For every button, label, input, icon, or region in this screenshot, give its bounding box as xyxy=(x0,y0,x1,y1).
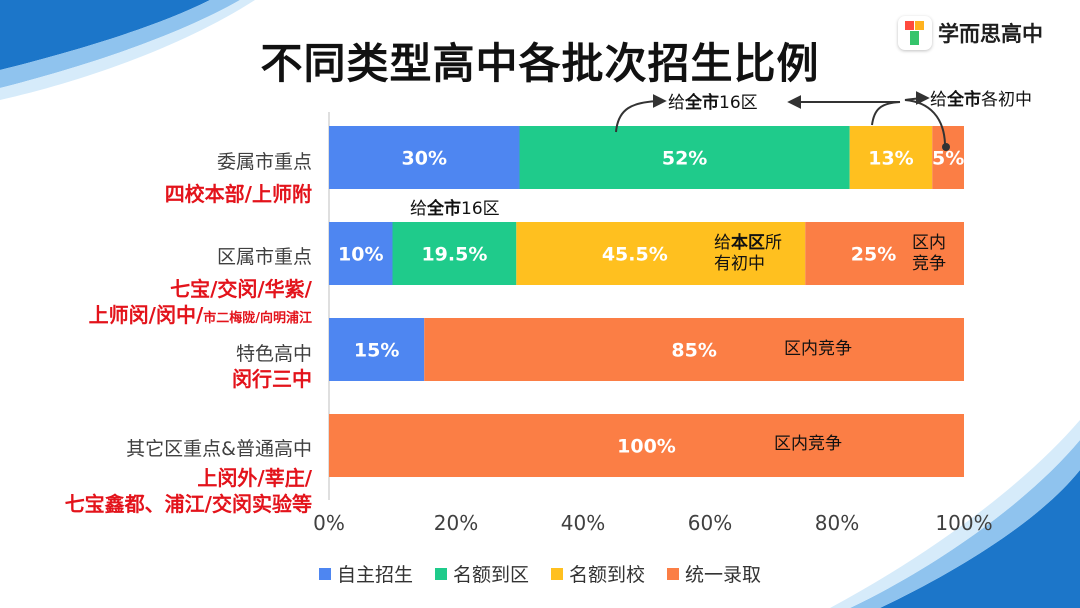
data-label: 10% xyxy=(338,244,383,266)
bar-segment xyxy=(329,414,964,477)
arrow-to-districts xyxy=(787,95,901,126)
data-label: 30% xyxy=(402,148,447,170)
arrow-left xyxy=(615,94,667,133)
bar-segment xyxy=(519,126,850,189)
data-label: 19.5% xyxy=(421,244,487,266)
legend-swatch xyxy=(318,567,331,580)
school-list-small: 市二梅陇/向明浦江 xyxy=(203,311,312,326)
legend-item: 名额到校 xyxy=(551,560,645,587)
annotation-intra-district: 区内 竞争 xyxy=(912,233,946,274)
category-label: 特色高中 xyxy=(235,343,312,365)
school-list: 七宝/交闵/华紫/ 上师闵/闵中/市二梅陇/向明浦江 xyxy=(89,276,312,332)
x-tick-label: 0% xyxy=(313,511,345,535)
legend-swatch xyxy=(551,567,563,580)
bar-segment xyxy=(329,222,393,285)
x-tick-label: 40% xyxy=(561,511,605,535)
legend-item: 自主招生 xyxy=(318,560,413,587)
bar-segment xyxy=(424,318,964,381)
data-label: 45.5% xyxy=(602,244,668,266)
arrow-dot xyxy=(942,143,950,151)
school-list-line: 闵行三中 xyxy=(232,367,312,391)
annotation-intra-district: 区内竞争 xyxy=(784,339,852,359)
legend-item: 统一录取 xyxy=(667,560,761,587)
brand-logo: 学而思高中 xyxy=(898,14,1070,52)
school-list-line: 上师闵/闵中/ xyxy=(88,303,204,327)
data-label: 100% xyxy=(617,436,676,458)
category-label: 委属市重点 xyxy=(216,151,312,173)
arrow-to-schools xyxy=(904,91,946,145)
data-label: 13% xyxy=(868,148,913,170)
data-label: 15% xyxy=(354,340,399,362)
school-list-line: 七宝鑫都、浦江/交闵实验等 xyxy=(64,492,312,516)
bar-segment xyxy=(329,126,520,189)
annotation-citywide-districts: 给全市16区 xyxy=(668,93,758,113)
category-label: 其它区重点&普通高中 xyxy=(126,438,312,460)
school-list: 四校本部/上师附 xyxy=(165,181,312,207)
x-tick-label: 100% xyxy=(935,511,992,535)
category-label: 区属市重点 xyxy=(216,246,312,268)
school-list-line: 四校本部/上师附 xyxy=(164,182,312,206)
page-title: 不同类型高中各批次招生比例 xyxy=(260,39,820,88)
bar-segment xyxy=(932,126,964,189)
bar-segment xyxy=(849,126,933,189)
school-list-line: 七宝/交闵/华紫/ xyxy=(170,277,312,301)
chart-legend: 自主招生 名额到区 名额到校 统一录取 xyxy=(0,560,1080,587)
bar-segment xyxy=(329,318,425,381)
legend-swatch xyxy=(667,567,680,580)
legend-swatch xyxy=(434,567,447,580)
x-tick-label: 60% xyxy=(688,511,732,535)
annotation-citywide-schools: 给全市各初中 xyxy=(930,90,1032,110)
bar-segment xyxy=(805,222,964,285)
bar-segment xyxy=(516,222,806,285)
data-label: 52% xyxy=(662,148,707,170)
legend-item: 名额到区 xyxy=(434,560,529,587)
bar-segment xyxy=(392,222,517,285)
annotation-citywide-districts-2: 给全市16区 xyxy=(410,199,500,219)
school-list-line: 上闵外/莘庄/ xyxy=(197,466,312,490)
school-list: 上闵外/莘庄/ 七宝鑫都、浦江/交闵实验等 xyxy=(65,465,312,517)
data-label: 5% xyxy=(932,148,964,170)
data-label: 25% xyxy=(851,244,896,266)
data-label: 85% xyxy=(671,340,716,362)
annotation-intra-district: 区内竞争 xyxy=(774,434,842,454)
school-list: 闵行三中 xyxy=(232,366,312,392)
logo-icon xyxy=(898,16,932,50)
x-tick-label: 80% xyxy=(815,511,859,535)
x-tick-label: 20% xyxy=(434,511,478,535)
annotation-local-schools: 给本区所 有初中 xyxy=(714,233,782,274)
logo-text: 学而思高中 xyxy=(938,22,1043,46)
